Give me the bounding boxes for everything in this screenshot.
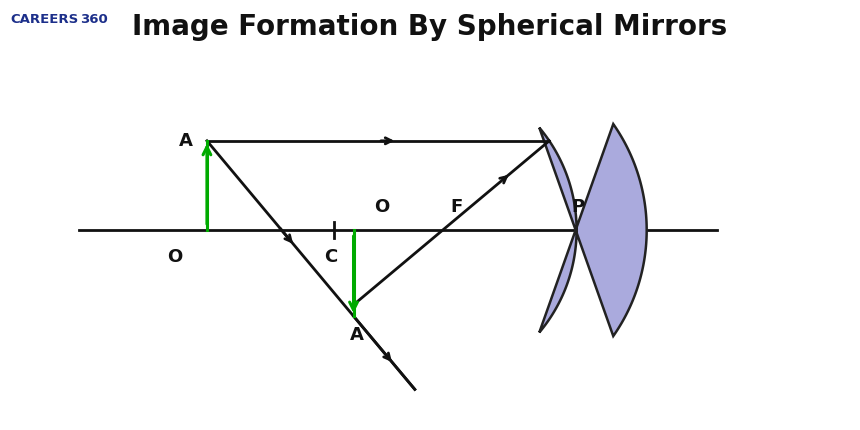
Polygon shape: [539, 124, 647, 336]
Text: A: A: [179, 132, 193, 150]
Text: A: A: [350, 326, 364, 344]
Text: CAREERS: CAREERS: [10, 13, 78, 26]
Text: O: O: [375, 198, 390, 216]
Text: 360: 360: [80, 13, 108, 26]
Text: Image Formation By Spherical Mirrors: Image Formation By Spherical Mirrors: [132, 13, 728, 41]
Text: F: F: [451, 198, 463, 216]
Text: O: O: [168, 248, 182, 266]
Text: C: C: [324, 248, 338, 266]
Text: P: P: [572, 198, 585, 216]
